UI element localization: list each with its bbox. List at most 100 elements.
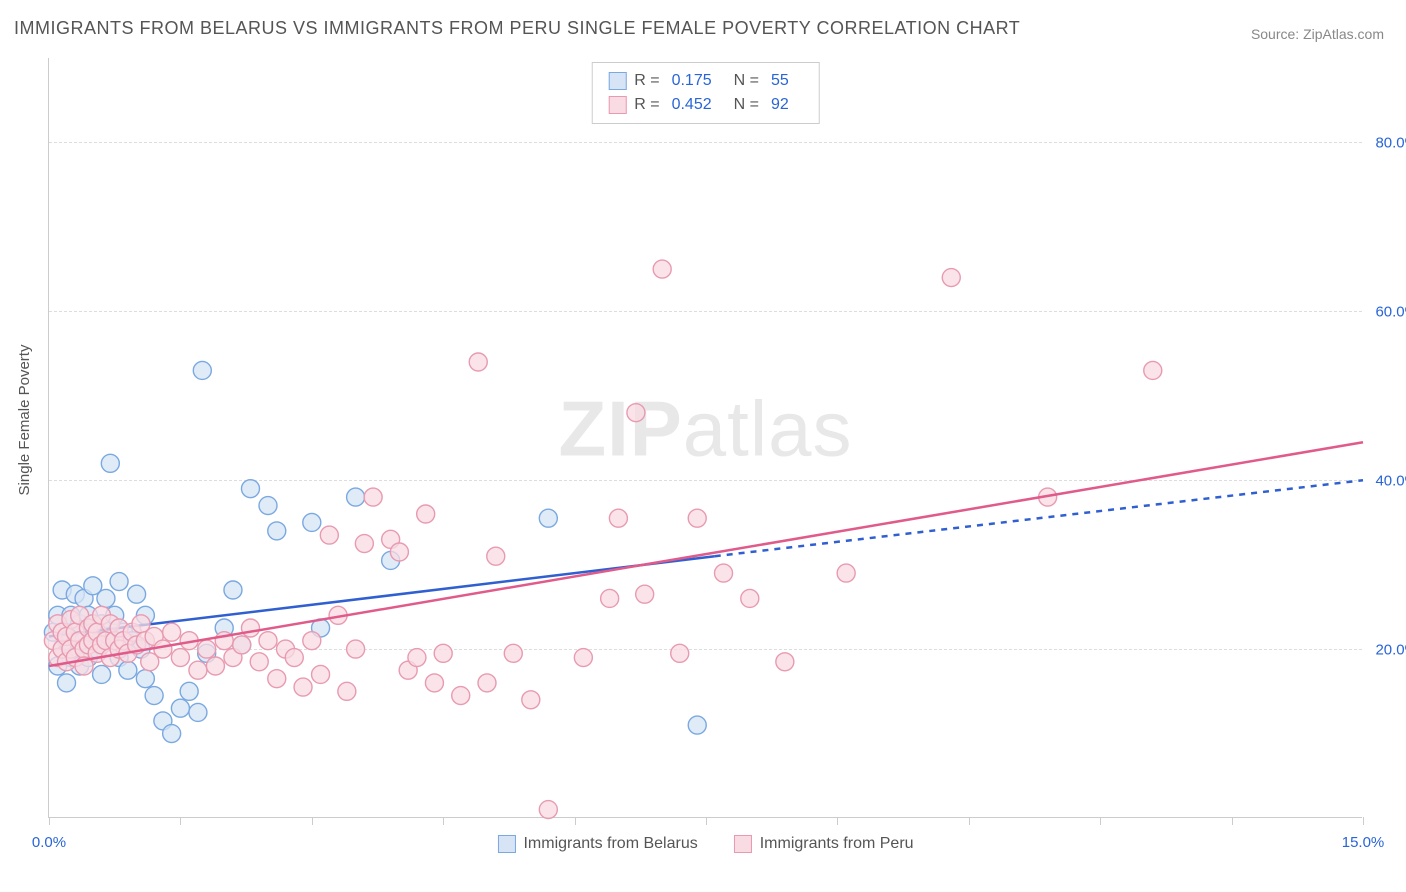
data-point	[347, 640, 365, 658]
plot-area: ZIPatlas 20.0%40.0%60.0%80.0% 0.0%15.0% …	[48, 58, 1362, 818]
legend-item-peru: Immigrants from Peru	[734, 835, 914, 853]
n-label: N =	[734, 93, 759, 117]
data-point	[776, 653, 794, 671]
data-point	[312, 665, 330, 683]
data-point	[347, 488, 365, 506]
data-point	[574, 649, 592, 667]
data-point	[688, 509, 706, 527]
data-point	[715, 564, 733, 582]
x-tick-label: 15.0%	[1342, 834, 1385, 851]
data-point	[417, 505, 435, 523]
data-point	[303, 513, 321, 531]
data-point	[193, 361, 211, 379]
n-value-peru: 92	[771, 93, 789, 117]
data-point	[425, 674, 443, 692]
y-tick-label: 80.0%	[1375, 135, 1406, 152]
y-tick-label: 20.0%	[1375, 642, 1406, 659]
data-point	[119, 661, 137, 679]
data-point	[145, 687, 163, 705]
r-value-belarus: 0.175	[672, 69, 712, 93]
data-point	[198, 640, 216, 658]
y-tick-label: 60.0%	[1375, 304, 1406, 321]
data-point	[653, 260, 671, 278]
swatch-peru	[734, 835, 752, 853]
data-point	[268, 522, 286, 540]
data-point	[390, 543, 408, 561]
data-point	[154, 640, 172, 658]
data-point	[522, 691, 540, 709]
data-point	[189, 703, 207, 721]
trend-line	[49, 442, 1363, 666]
trend-line-extension	[715, 480, 1363, 556]
data-point	[259, 497, 277, 515]
data-point	[741, 589, 759, 607]
data-point	[338, 682, 356, 700]
data-point	[609, 509, 627, 527]
data-point	[97, 589, 115, 607]
data-point	[58, 674, 76, 692]
data-point	[259, 632, 277, 650]
data-point	[110, 573, 128, 591]
data-point	[163, 623, 181, 641]
y-axis-title: Single Female Poverty	[16, 345, 33, 496]
data-point	[294, 678, 312, 696]
data-point	[250, 653, 268, 671]
legend-row-peru: R = 0.452 N = 92	[608, 93, 803, 117]
data-point	[434, 644, 452, 662]
data-point	[171, 699, 189, 717]
swatch-peru	[608, 96, 626, 114]
legend-label-belarus: Immigrants from Belarus	[523, 835, 697, 853]
data-point	[180, 682, 198, 700]
legend-label-peru: Immigrants from Peru	[760, 835, 914, 853]
legend-row-belarus: R = 0.175 N = 55	[608, 69, 803, 93]
source-attribution: Source: ZipAtlas.com	[1251, 26, 1384, 42]
swatch-belarus	[608, 72, 626, 90]
data-point	[1144, 361, 1162, 379]
data-point	[601, 589, 619, 607]
data-point	[128, 585, 146, 603]
data-point	[942, 269, 960, 287]
data-point	[136, 670, 154, 688]
data-point	[364, 488, 382, 506]
y-tick-label: 40.0%	[1375, 473, 1406, 490]
data-point	[320, 526, 338, 544]
data-point	[241, 619, 259, 637]
r-value-peru: 0.452	[672, 93, 712, 117]
data-point	[268, 670, 286, 688]
data-point	[224, 581, 242, 599]
data-point	[627, 404, 645, 422]
data-point	[539, 801, 557, 819]
data-point	[539, 509, 557, 527]
data-point	[241, 480, 259, 498]
n-label: N =	[734, 69, 759, 93]
data-point	[688, 716, 706, 734]
data-point	[163, 725, 181, 743]
data-point	[636, 585, 654, 603]
data-point	[452, 687, 470, 705]
data-point	[355, 535, 373, 553]
x-tick-label: 0.0%	[32, 834, 66, 851]
data-point	[171, 649, 189, 667]
data-point	[206, 657, 224, 675]
data-point	[233, 636, 251, 654]
data-point	[478, 674, 496, 692]
data-point	[303, 632, 321, 650]
data-point	[469, 353, 487, 371]
data-point	[837, 564, 855, 582]
data-point	[504, 644, 522, 662]
swatch-belarus	[497, 835, 515, 853]
data-point	[93, 665, 111, 683]
legend-item-belarus: Immigrants from Belarus	[497, 835, 697, 853]
data-point	[285, 649, 303, 667]
scatter-svg	[49, 58, 1362, 817]
bottom-legend: Immigrants from Belarus Immigrants from …	[497, 835, 913, 853]
r-label: R =	[634, 93, 659, 117]
data-point	[408, 649, 426, 667]
legend-stats-box: R = 0.175 N = 55 R = 0.452 N = 92	[591, 62, 820, 124]
n-value-belarus: 55	[771, 69, 789, 93]
data-point	[101, 454, 119, 472]
data-point	[487, 547, 505, 565]
data-point	[671, 644, 689, 662]
r-label: R =	[634, 69, 659, 93]
chart-title: IMMIGRANTS FROM BELARUS VS IMMIGRANTS FR…	[14, 18, 1020, 39]
